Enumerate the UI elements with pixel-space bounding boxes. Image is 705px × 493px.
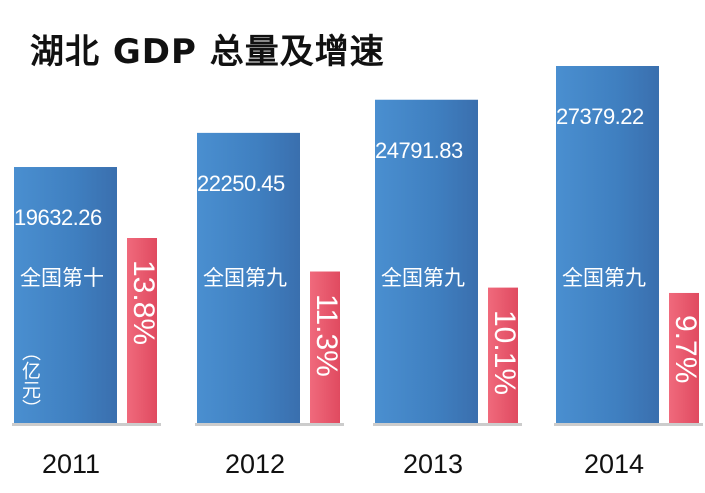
rank-label: 全国第九: [562, 266, 646, 290]
rank-label: 全国第九: [381, 266, 465, 290]
year-label: 2012: [225, 449, 286, 479]
growth-bar: [310, 271, 340, 423]
gdp-value-label: 24791.83: [375, 137, 463, 163]
baseline: [12, 423, 161, 426]
baseline: [195, 423, 344, 426]
gdp-value-label: 27379.22: [556, 104, 644, 129]
baseline: [554, 423, 703, 426]
year-label: 2011: [42, 449, 101, 479]
gdp-value-label: 19632.26: [14, 205, 102, 230]
gdp-value-label: 22250.45: [197, 170, 285, 196]
growth-bar: [488, 287, 518, 423]
unit-label: （亿元）: [19, 342, 41, 418]
gdp-bar: [197, 132, 300, 424]
gdp-bar: [375, 99, 478, 424]
growth-label: 13.8%: [127, 260, 160, 346]
baseline: [373, 423, 522, 426]
year-label: 2013: [403, 449, 464, 479]
growth-label: 9.7%: [669, 314, 702, 384]
growth-label: 10.1%: [488, 309, 521, 395]
year-label: 2014: [584, 449, 645, 479]
rank-label: 全国第十: [20, 266, 104, 290]
growth-bar: [669, 292, 699, 423]
gdp-bar: [14, 167, 117, 423]
growth-bar: [127, 238, 157, 423]
growth-label: 11.3%: [310, 293, 343, 377]
gdp-bar: [556, 66, 659, 423]
chart-title: 湖北 GDP 总量及增速: [30, 32, 385, 72]
rank-label: 全国第九: [203, 266, 287, 290]
